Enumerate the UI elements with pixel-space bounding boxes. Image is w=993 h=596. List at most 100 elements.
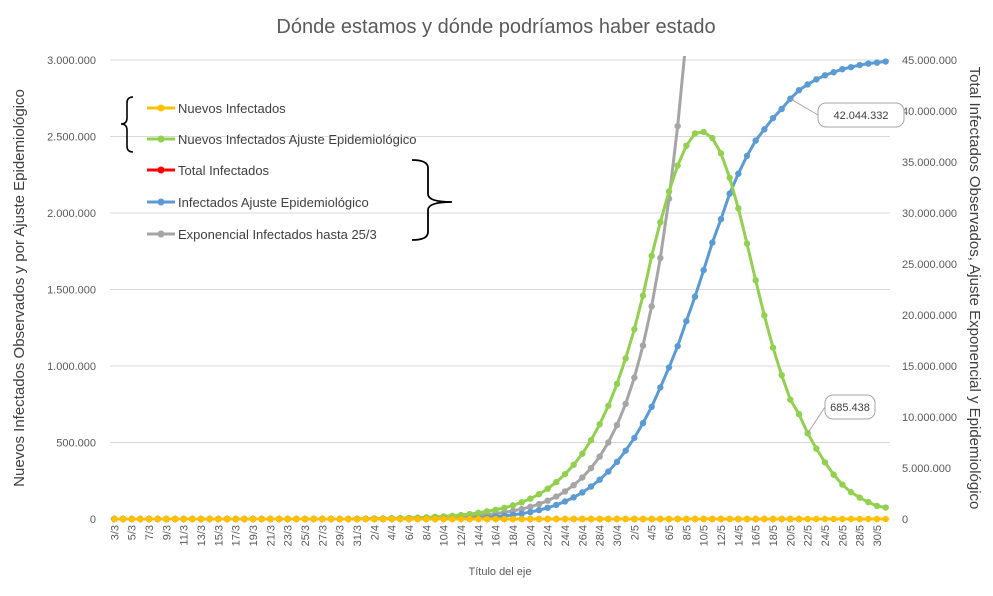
legend-marker: [157, 198, 165, 206]
x-tick-label: 14/4: [473, 525, 485, 546]
data-point: [466, 515, 473, 523]
data-point: [605, 402, 612, 409]
data-point: [587, 437, 595, 444]
data-point: [709, 515, 716, 523]
x-tick-label: 11/3: [179, 525, 191, 546]
data-point: [206, 515, 213, 523]
data-point: [709, 134, 716, 142]
x-tick-label: 31/3: [352, 525, 364, 546]
data-point: [700, 266, 707, 274]
data-point: [301, 515, 309, 523]
right-tick-label: 45.000.000: [902, 55, 957, 67]
data-point: [111, 515, 118, 523]
data-point: [882, 58, 889, 65]
data-point: [882, 504, 889, 511]
x-tick-label: 6/4: [404, 525, 416, 540]
data-point: [544, 485, 551, 492]
x-axis-ticks: 3/3 5/3 7/3 9/3 11/3 13/3 15/3 17/3 19/3 21/3 23/3…: [109, 525, 884, 546]
data-point: [769, 344, 777, 351]
data-point: [700, 128, 707, 136]
data-point: [579, 474, 586, 481]
right-tick-label: 15.000.000: [902, 361, 957, 373]
data-point: [605, 439, 612, 446]
annotation-box: [817, 102, 905, 128]
data-point: [379, 515, 387, 523]
data-point: [839, 515, 846, 523]
legend-brace-right: [411, 159, 453, 241]
data-point: [154, 515, 161, 523]
annotation-label: 685.438: [830, 402, 870, 414]
data-point: [605, 468, 612, 475]
series-line: [114, 60, 886, 521]
data-point: [691, 130, 699, 137]
data-point: [388, 515, 395, 523]
data-point: [648, 403, 655, 410]
data-point: [691, 515, 699, 523]
data-point: [570, 461, 577, 469]
series-1: [111, 128, 889, 523]
data-point: [683, 515, 690, 523]
x-tick-label: 2/5: [629, 525, 641, 540]
data-point: [405, 515, 413, 523]
data-point: [795, 515, 803, 523]
x-tick-label: 6/5: [664, 525, 676, 540]
annotation-label: 42.044.332: [833, 110, 888, 122]
data-point: [613, 421, 621, 429]
data-point: [535, 500, 543, 508]
data-point: [648, 303, 655, 310]
data-point: [726, 515, 733, 523]
data-point: [631, 374, 638, 381]
data-point: [544, 504, 551, 511]
left-tick-label: 1.000.000: [47, 361, 96, 373]
right-tick-label: 10.000.000: [902, 412, 957, 424]
x-tick-label: 12/5: [716, 525, 728, 546]
x-axis-label: Título del eje: [469, 566, 532, 578]
data-point: [622, 400, 629, 407]
data-point: [830, 515, 837, 523]
right-axis-ticks: 0 5.000.000 10.000.000 15.000.000 20.000.000…: [902, 55, 957, 526]
x-tick-label: 14/5: [733, 525, 745, 546]
data-point: [605, 515, 612, 523]
data-point: [613, 458, 621, 466]
data-point: [873, 515, 881, 523]
data-point: [856, 61, 863, 69]
data-point: [752, 277, 759, 284]
data-point: [275, 515, 283, 523]
x-tick-label: 8/5: [681, 525, 693, 540]
x-tick-label: 24/5: [820, 525, 832, 546]
data-point: [544, 497, 551, 504]
data-point: [353, 515, 361, 523]
right-tick-label: 30.000.000: [902, 208, 957, 220]
data-point: [769, 515, 777, 523]
data-point: [674, 122, 681, 130]
x-tick-label: 30/4: [612, 525, 624, 546]
data-point: [223, 515, 231, 523]
right-tick-label: 40.000.000: [902, 106, 957, 118]
data-point: [518, 510, 525, 517]
data-point: [743, 152, 751, 160]
legend-marker: [157, 166, 165, 174]
data-point: [579, 489, 586, 496]
data-point: [795, 410, 803, 418]
data-point: [622, 355, 629, 362]
right-tick-label: 25.000.000: [902, 259, 957, 271]
data-point: [449, 515, 456, 523]
x-tick-label: 16/4: [491, 525, 503, 546]
data-point: [873, 502, 881, 510]
data-point: [683, 142, 690, 149]
data-point: [639, 342, 647, 349]
legend-marker: [157, 104, 165, 112]
data-point: [509, 515, 517, 523]
data-point: [327, 515, 335, 523]
data-point: [717, 150, 725, 157]
x-tick-label: 9/3: [161, 525, 173, 540]
data-point: [336, 515, 343, 523]
series-layer: [111, 56, 889, 523]
data-point: [518, 499, 525, 506]
data-point: [527, 495, 534, 502]
data-point: [527, 508, 534, 516]
data-point: [882, 515, 889, 523]
data-point: [596, 476, 603, 483]
